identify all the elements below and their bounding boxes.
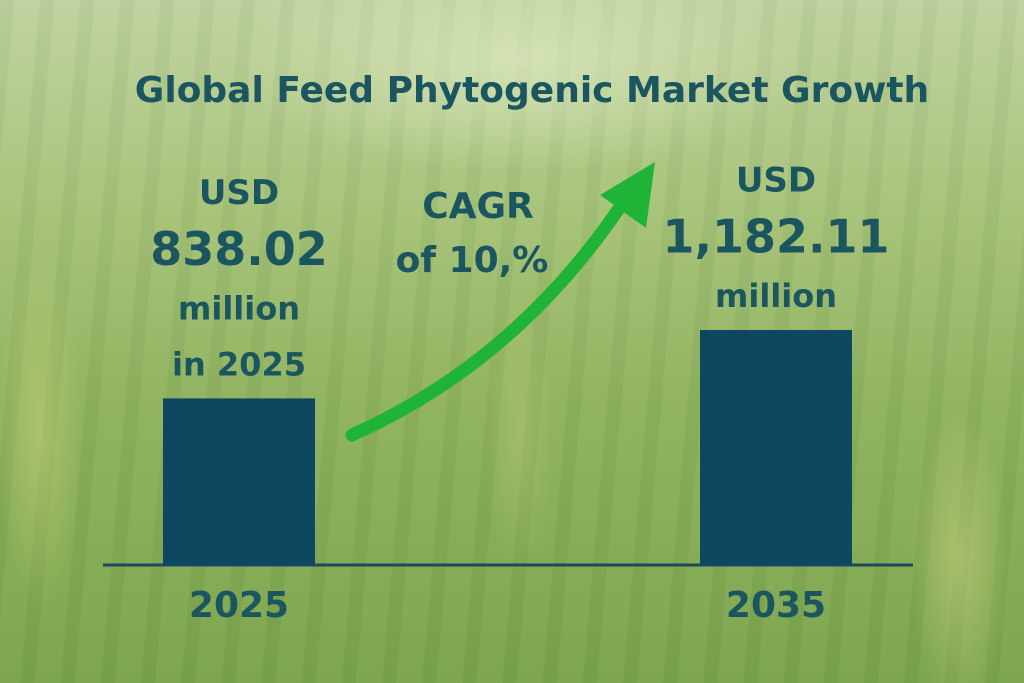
bar xyxy=(163,398,315,565)
unit-label: in 2025 xyxy=(172,345,306,383)
annotation-line: CAGR xyxy=(422,186,534,227)
bar xyxy=(700,330,852,565)
currency-label: USD xyxy=(199,173,279,213)
value-label: 838.02 xyxy=(150,222,328,276)
unit-label: million xyxy=(178,289,300,327)
x-tick-label: 2025 xyxy=(189,585,289,626)
x-tick-label: 2035 xyxy=(726,585,826,626)
value-label: 1,182.11 xyxy=(663,210,890,264)
arrow-head xyxy=(600,162,655,228)
currency-label: USD xyxy=(736,161,816,201)
annotation-line: of 10,% xyxy=(396,240,549,281)
unit-label: million xyxy=(715,277,837,315)
chart-title: Global Feed Phytogenic Market Growth xyxy=(135,70,929,111)
growth-arrow xyxy=(345,188,635,442)
